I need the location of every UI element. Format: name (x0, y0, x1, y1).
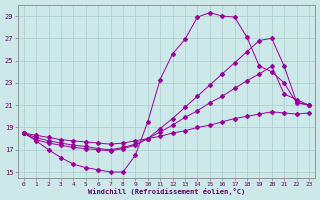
X-axis label: Windchill (Refroidissement éolien,°C): Windchill (Refroidissement éolien,°C) (88, 188, 245, 195)
